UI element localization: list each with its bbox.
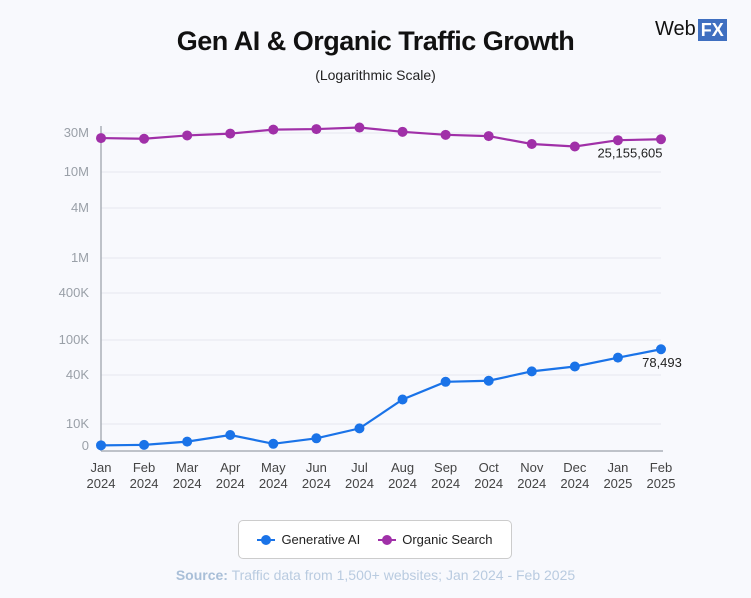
data-point	[96, 133, 106, 144]
data-point	[656, 344, 666, 355]
data-point	[569, 361, 580, 372]
data-point	[182, 130, 193, 141]
x-tick-label: Apr	[220, 460, 241, 475]
data-point	[397, 126, 408, 137]
x-tick-label: May	[261, 460, 286, 475]
x-tick-label: Dec	[563, 460, 587, 475]
y-tick-label: 100K	[59, 332, 90, 347]
data-point	[569, 141, 580, 152]
y-tick-label: 10M	[64, 164, 89, 179]
logo-badge: FX	[697, 18, 727, 41]
x-tick-label: 2024	[388, 476, 417, 491]
source-text: Traffic data from 1,500+ websites; Jan 2…	[227, 567, 576, 583]
x-tick-label: 2024	[216, 476, 245, 491]
legend: Generative AI Organic Search	[238, 520, 512, 559]
x-tick-label: Oct	[479, 460, 500, 475]
source-note: Source: Traffic data from 1,500+ website…	[0, 567, 751, 583]
legend-item-generative-ai[interactable]: Generative AI	[257, 532, 360, 547]
y-tick-label: 1M	[71, 250, 89, 265]
data-point	[311, 433, 322, 444]
x-tick-label: 2024	[517, 476, 546, 491]
data-point	[526, 366, 537, 377]
x-tick-label: Jun	[306, 460, 327, 475]
y-tick-label: 10K	[66, 416, 89, 431]
chart-subtitle: (Logarithmic Scale)	[315, 67, 436, 83]
x-tick-label: Mar	[176, 460, 199, 475]
series-line-organic-search	[100, 126, 662, 148]
series-line-generative-ai	[100, 348, 662, 447]
x-tick-label: Jul	[351, 460, 368, 475]
data-point	[268, 124, 279, 135]
x-tick-label: 2024	[474, 476, 503, 491]
x-tick-label: 2024	[302, 476, 331, 491]
y-tick-label: 4M	[71, 200, 89, 215]
end-value-label: 25,155,605	[597, 145, 662, 160]
x-tick-label: 2024	[259, 476, 288, 491]
x-tick-label: Jan	[607, 460, 628, 475]
data-point	[612, 135, 623, 146]
x-tick-label: Sep	[434, 460, 457, 475]
x-tick-label: Nov	[520, 460, 544, 475]
data-point	[354, 423, 365, 434]
y-tick-label: 0	[82, 438, 89, 453]
x-tick-label: 2025	[647, 476, 676, 491]
webfx-logo: Web FX	[655, 18, 727, 41]
x-tick-label: 2024	[87, 476, 116, 491]
data-point	[139, 133, 150, 144]
data-point	[225, 128, 236, 139]
x-tick-label: Feb	[650, 460, 672, 475]
y-tick-label: 40K	[66, 367, 89, 382]
data-point	[96, 440, 106, 451]
data-point	[440, 129, 451, 140]
x-tick-label: 2024	[130, 476, 159, 491]
x-tick-label: Aug	[391, 460, 414, 475]
y-tick-label: 400K	[59, 285, 90, 300]
data-point	[483, 375, 494, 386]
data-point	[311, 124, 322, 135]
legend-marker	[378, 534, 397, 545]
end-value-label: 78,493	[642, 355, 682, 370]
data-point	[656, 134, 666, 145]
legend-marker	[257, 534, 276, 545]
x-tick-label: Feb	[133, 460, 155, 475]
x-tick-label: 2024	[345, 476, 374, 491]
logo-text: Web	[655, 18, 696, 40]
data-point	[612, 352, 623, 363]
x-tick-label: Jan	[91, 460, 112, 475]
x-tick-label: 2024	[560, 476, 589, 491]
data-point	[268, 438, 279, 449]
y-tick-label: 30M	[64, 125, 89, 140]
data-point	[483, 131, 494, 142]
data-point	[225, 430, 236, 440]
data-point	[440, 376, 451, 387]
legend-label: Generative AI	[281, 532, 361, 547]
data-point	[182, 436, 193, 447]
source-label: Source:	[175, 567, 228, 583]
x-tick-label: 2025	[603, 476, 632, 491]
data-point	[354, 122, 365, 133]
legend-item-organic-search[interactable]: Organic Search	[378, 532, 493, 547]
x-tick-label: 2024	[173, 476, 202, 491]
x-tick-label: 2024	[431, 476, 460, 491]
chart-title: Gen AI & Organic Traffic Growth	[176, 26, 575, 56]
data-point	[139, 439, 150, 450]
data-point	[526, 139, 537, 150]
data-point	[397, 394, 408, 405]
legend-label: Organic Search	[402, 532, 493, 547]
